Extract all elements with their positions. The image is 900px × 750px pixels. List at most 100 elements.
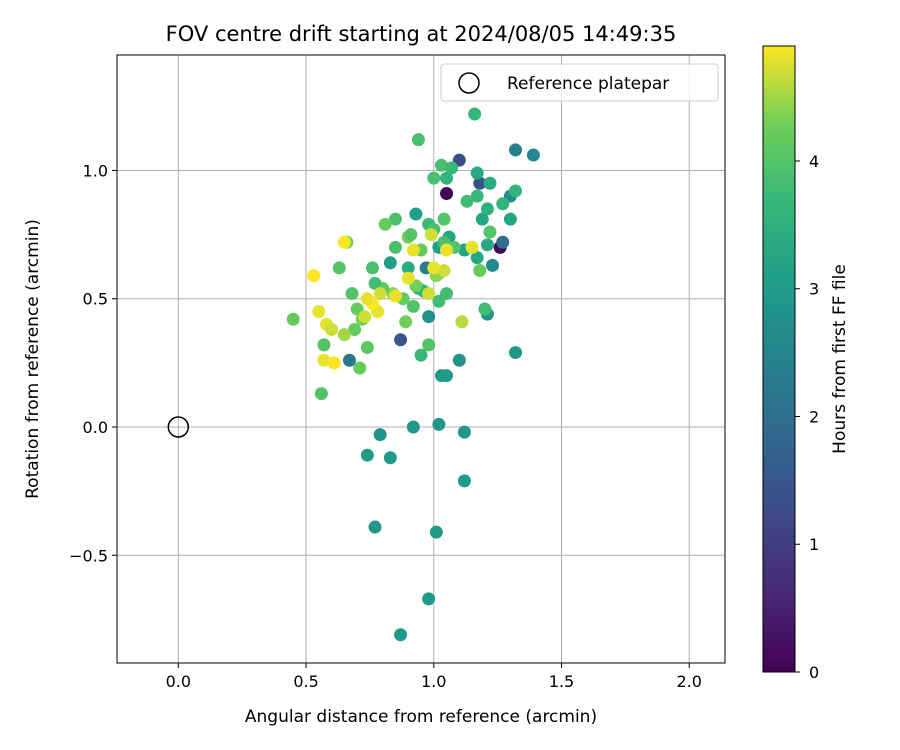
scatter-point — [404, 228, 418, 242]
scatter-point — [432, 417, 446, 431]
scatter-point — [411, 133, 425, 147]
y-tick-label: 0.5 — [83, 290, 108, 309]
x-tick-label: 1.5 — [549, 672, 574, 691]
colorbar-tick-label: 1 — [809, 535, 819, 554]
scatter-point — [475, 212, 489, 226]
scatter-point — [470, 251, 484, 265]
scatter-point — [368, 276, 382, 290]
scatter-point — [327, 356, 341, 370]
colorbar-tick-label: 2 — [809, 407, 819, 426]
x-tick-label: 2.0 — [677, 672, 702, 691]
scatter-point — [473, 176, 487, 190]
scatter-point — [470, 189, 484, 203]
scatter-point — [348, 322, 362, 336]
scatter-point — [325, 322, 339, 336]
colorbar-ticks: 0 1 2 3 4 — [795, 152, 819, 682]
scatter-point — [496, 197, 510, 211]
scatter-point — [486, 258, 500, 272]
scatter-point — [409, 207, 423, 221]
scatter-point — [434, 158, 448, 172]
scatter-point — [337, 328, 351, 342]
scatter-point — [468, 107, 482, 121]
scatter-point — [496, 235, 510, 249]
scatter-point — [526, 148, 540, 162]
scatter-point — [440, 287, 454, 301]
colorbar-tick-label: 0 — [809, 663, 819, 682]
scatter-point — [307, 269, 321, 283]
colorbar: 0 1 2 3 4 Hours from first FF file — [762, 45, 850, 682]
colorbar-gradient — [762, 45, 796, 673]
data-points — [167, 107, 540, 642]
scatter-point — [337, 235, 351, 249]
scatter-point — [414, 348, 428, 362]
scatter-point — [365, 261, 379, 275]
scatter-point — [345, 287, 359, 301]
scatter-point — [465, 240, 479, 254]
scatter-point — [503, 212, 517, 226]
scatter-point — [483, 225, 497, 239]
scatter-point — [401, 261, 415, 275]
scatter-point — [360, 448, 374, 462]
scatter-point — [437, 212, 451, 226]
scatter-point — [440, 187, 454, 201]
scatter-point — [383, 451, 397, 465]
legend-entry-reference-platepar: Reference platepar — [507, 74, 669, 94]
scatter-point — [422, 338, 436, 352]
scatter-point — [373, 287, 387, 301]
y-axis-label: Rotation from reference (arcmin) — [23, 219, 43, 499]
scatter-point — [457, 474, 471, 488]
scatter-point — [358, 310, 372, 324]
scatter-point — [317, 338, 331, 352]
scatter-point — [394, 333, 408, 347]
legend-box — [440, 63, 719, 102]
scatter-point — [440, 171, 454, 185]
scatter-point — [406, 420, 420, 434]
scatter-point — [360, 340, 374, 354]
scatter-point — [478, 302, 492, 316]
scatter-point — [342, 353, 356, 367]
colorbar-label: Hours from first FF file — [830, 264, 850, 454]
x-tick-label: 0.5 — [293, 672, 318, 691]
scatter-point — [509, 184, 523, 198]
scatter-point — [480, 202, 494, 216]
colorbar-tick-label: 4 — [809, 152, 819, 171]
scatter-point — [317, 353, 331, 367]
scatter-point — [473, 263, 487, 277]
scatter-point — [388, 289, 402, 303]
scatter-point — [406, 299, 420, 313]
scatter-point — [312, 305, 326, 319]
scatter-point — [427, 261, 441, 275]
scatter-point — [445, 161, 459, 175]
x-axis-ticks: 0.0 0.5 1.0 1.5 2.0 — [166, 663, 702, 691]
scatter-point — [422, 310, 436, 324]
scatter-point — [383, 256, 397, 270]
scatter-point — [424, 228, 438, 242]
scatter-point — [378, 217, 392, 231]
x-axis-label: Angular distance from reference (arcmin) — [245, 707, 597, 727]
scatter-point — [401, 271, 415, 285]
scatter-point — [440, 243, 454, 257]
scatter-point — [440, 369, 454, 383]
x-tick-label: 1.0 — [421, 672, 446, 691]
scatter-point — [455, 315, 469, 329]
scatter-point — [483, 176, 497, 190]
scatter-point — [360, 292, 374, 306]
scatter-point — [422, 287, 436, 301]
scatter-point — [286, 312, 300, 326]
reference-platepar-marker — [167, 416, 190, 438]
scatter-point — [388, 212, 402, 226]
legend: Reference platepar — [440, 63, 719, 102]
scatter-point — [406, 243, 420, 257]
y-axis-ticks: −0.5 0.0 0.5 1.0 — [69, 161, 117, 565]
scatter-point — [427, 171, 441, 185]
y-tick-label: −0.5 — [69, 546, 108, 565]
scatter-point — [373, 428, 387, 442]
scatter-point — [452, 353, 466, 367]
colorbar-tick-label: 3 — [809, 280, 819, 299]
scatter-point — [509, 143, 523, 157]
scatter-point — [429, 525, 443, 539]
scatter-point — [437, 263, 451, 277]
y-tick-label: 0.0 — [83, 418, 108, 437]
chart-title: FOV centre drift starting at 2024/08/05 … — [166, 22, 677, 46]
